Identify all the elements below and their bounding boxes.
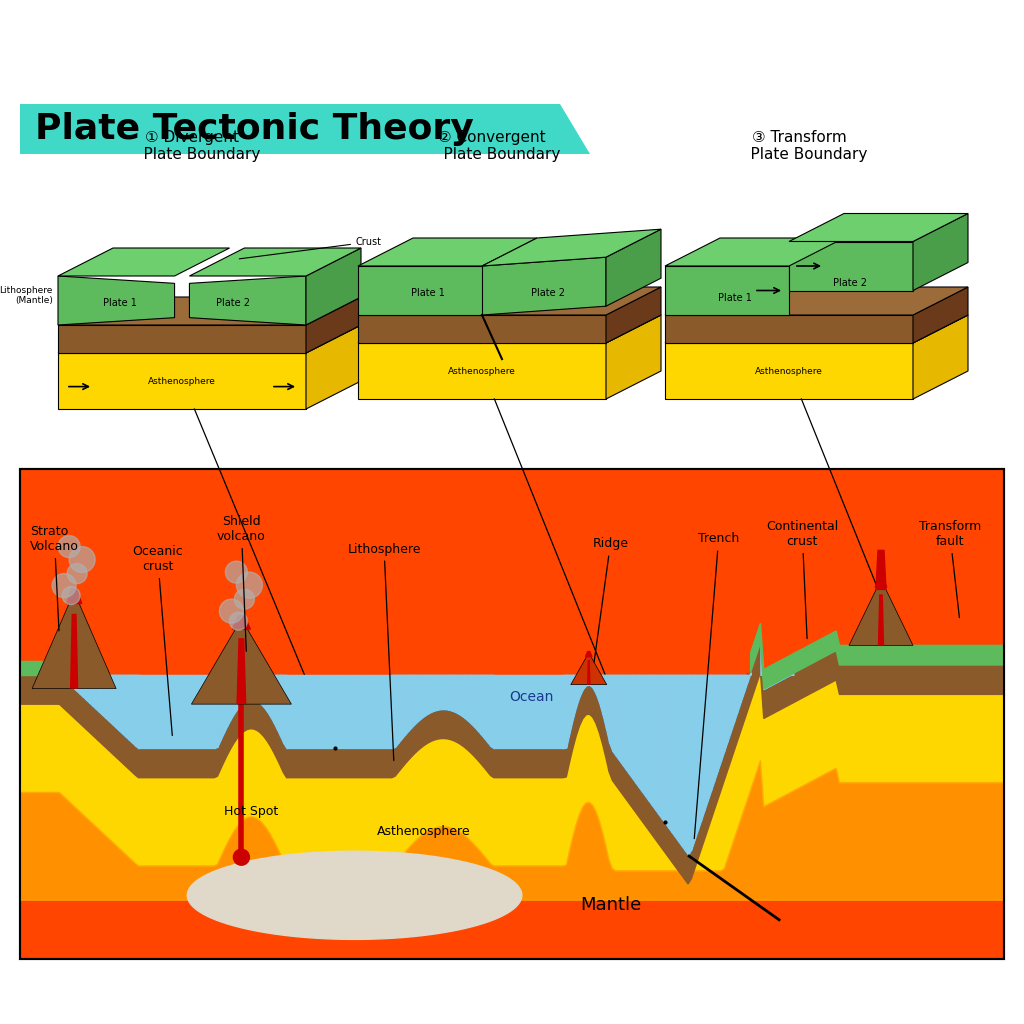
Polygon shape	[665, 238, 844, 266]
Text: Asthenosphere: Asthenosphere	[449, 367, 516, 376]
Polygon shape	[58, 276, 174, 325]
Polygon shape	[849, 588, 913, 645]
Text: Plate 2: Plate 2	[531, 288, 565, 298]
Polygon shape	[358, 266, 482, 315]
Polygon shape	[913, 213, 968, 291]
Polygon shape	[232, 615, 251, 629]
Text: Asthenosphere: Asthenosphere	[377, 825, 470, 838]
Polygon shape	[67, 588, 82, 603]
Circle shape	[233, 849, 250, 865]
Polygon shape	[570, 656, 607, 685]
Polygon shape	[482, 229, 662, 266]
Text: Asthenosphere: Asthenosphere	[148, 377, 216, 385]
Polygon shape	[790, 213, 968, 242]
Text: Plate 2: Plate 2	[833, 279, 867, 288]
Circle shape	[62, 587, 80, 604]
Circle shape	[68, 563, 87, 584]
Text: Ridge: Ridge	[593, 538, 629, 662]
Text: ① Divergent
    Plate Boundary: ① Divergent Plate Boundary	[124, 130, 260, 162]
Polygon shape	[606, 315, 662, 399]
Polygon shape	[237, 638, 247, 705]
Text: Lithosphere
(Mantle): Lithosphere (Mantle)	[0, 286, 53, 305]
Text: Plate 2: Plate 2	[216, 298, 250, 308]
Polygon shape	[58, 353, 306, 409]
Polygon shape	[70, 613, 78, 688]
Polygon shape	[913, 287, 968, 343]
Polygon shape	[189, 276, 306, 325]
Polygon shape	[191, 629, 292, 705]
Polygon shape	[58, 297, 361, 325]
Polygon shape	[306, 325, 361, 409]
Text: Continental
crust: Continental crust	[766, 520, 839, 639]
Text: Plate 1: Plate 1	[103, 298, 137, 308]
Polygon shape	[606, 229, 662, 306]
Circle shape	[237, 572, 262, 598]
Text: Plate Tectonic Theory: Plate Tectonic Theory	[35, 112, 474, 146]
Polygon shape	[482, 257, 606, 315]
Text: ③ Transform
    Plate Boundary: ③ Transform Plate Boundary	[731, 130, 867, 162]
Text: Transform
fault: Transform fault	[919, 520, 981, 617]
Text: Crust: Crust	[240, 237, 382, 259]
Text: Lithosphere: Lithosphere	[347, 543, 421, 761]
Text: Asthenosphere: Asthenosphere	[755, 367, 823, 376]
Polygon shape	[878, 594, 884, 645]
Polygon shape	[306, 297, 361, 353]
Polygon shape	[790, 242, 913, 291]
Polygon shape	[358, 315, 662, 343]
Circle shape	[52, 573, 76, 598]
Polygon shape	[58, 325, 361, 353]
Text: Trench: Trench	[694, 532, 739, 839]
Polygon shape	[20, 469, 1004, 959]
Polygon shape	[587, 660, 591, 685]
Polygon shape	[189, 248, 361, 276]
Polygon shape	[586, 651, 592, 656]
Polygon shape	[20, 104, 590, 154]
Text: Plate 1: Plate 1	[718, 293, 752, 303]
Text: ② Convergent
    Plate Boundary: ② Convergent Plate Boundary	[424, 130, 560, 162]
Polygon shape	[665, 287, 968, 315]
Polygon shape	[876, 577, 887, 588]
Circle shape	[225, 561, 248, 583]
Text: Ocean: Ocean	[510, 690, 554, 703]
Polygon shape	[58, 248, 229, 276]
Polygon shape	[665, 315, 968, 343]
Polygon shape	[665, 266, 790, 315]
Polygon shape	[751, 624, 1004, 689]
Circle shape	[219, 599, 244, 624]
Text: Shield
volcano: Shield volcano	[217, 515, 266, 651]
Polygon shape	[58, 325, 306, 353]
Polygon shape	[358, 287, 662, 315]
Polygon shape	[358, 315, 606, 343]
Polygon shape	[665, 343, 913, 399]
Polygon shape	[20, 673, 1004, 884]
Text: Mantle: Mantle	[580, 896, 641, 914]
Bar	[20, 469, 1004, 959]
Polygon shape	[913, 315, 968, 399]
Polygon shape	[20, 761, 1004, 900]
Polygon shape	[665, 315, 913, 343]
Polygon shape	[606, 287, 662, 343]
Text: Plate 1: Plate 1	[411, 288, 445, 298]
Circle shape	[70, 547, 95, 572]
Polygon shape	[20, 662, 56, 675]
Circle shape	[234, 589, 254, 609]
Circle shape	[58, 536, 80, 558]
Polygon shape	[358, 343, 606, 399]
Polygon shape	[187, 851, 522, 939]
Text: Oceanic
crust: Oceanic crust	[132, 545, 183, 735]
Polygon shape	[32, 603, 116, 688]
Text: Hot Spot: Hot Spot	[224, 806, 279, 818]
Polygon shape	[358, 238, 537, 266]
Circle shape	[229, 612, 248, 630]
Polygon shape	[306, 248, 361, 325]
Text: Strato
Volcano: Strato Volcano	[30, 525, 79, 631]
Polygon shape	[20, 643, 1004, 884]
Polygon shape	[876, 551, 886, 590]
